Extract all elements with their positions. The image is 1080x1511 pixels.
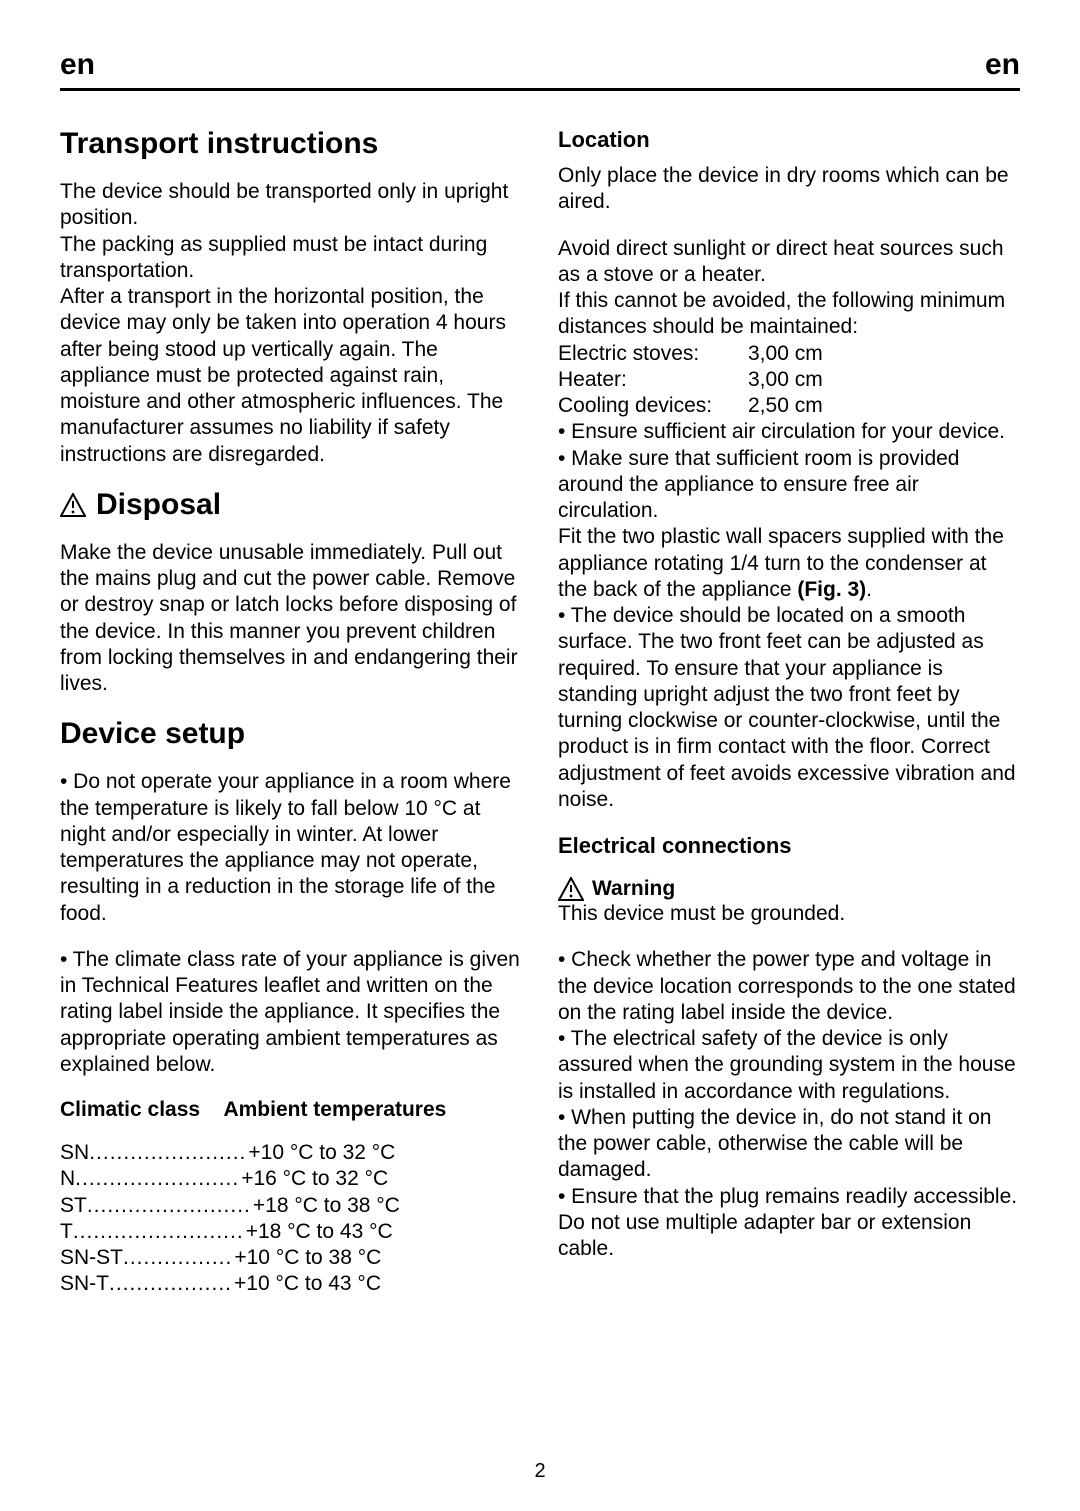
table-row: SN-ST................+10 °C to 38 °C [60, 1245, 420, 1271]
climatic-code: SN [60, 1140, 89, 1166]
distance-table: Electric stoves: 3,00 cm Heater: 3,00 cm… [558, 341, 1020, 420]
table-row: Heater: 3,00 cm [558, 367, 1020, 393]
transport-body: The device should be transported only in… [60, 179, 522, 468]
disposal-title-text: Disposal [96, 488, 221, 522]
climatic-code: T [60, 1219, 73, 1245]
header-bar: en en [60, 48, 1020, 91]
climatic-code: SN-ST [60, 1245, 123, 1271]
climatic-col1: Climatic class [60, 1098, 200, 1121]
climatic-class-header: Climatic class Ambient temperatures [60, 1098, 522, 1122]
climatic-temp: +10 °C to 43 °C [232, 1271, 381, 1297]
warning-heading: Warning [558, 877, 1020, 901]
table-row: SN-T..................+10 °C to 43 °C [60, 1271, 420, 1297]
electrical-title: Electrical connections [558, 833, 1020, 859]
device-setup-p1: • Do not operate your appliance in a roo… [60, 769, 522, 927]
two-column-layout: Transport instructions The device should… [60, 127, 1020, 1298]
table-row: Cooling devices: 2,50 cm [558, 393, 1020, 419]
page-number: 2 [0, 1460, 1080, 1483]
distance-value: 2,50 cm [748, 393, 823, 419]
climatic-temp: +18 °C to 43 °C [244, 1219, 393, 1245]
table-row: Electric stoves: 3,00 cm [558, 341, 1020, 367]
location-b1: • Ensure sufficient air circulation for … [558, 419, 1020, 445]
climatic-temp: +18 °C to 38 °C [251, 1193, 400, 1219]
table-row: T.........................+18 °C to 43 °… [60, 1219, 420, 1245]
device-setup-p2: • The climate class rate of your applian… [60, 947, 522, 1078]
distance-label: Heater: [558, 367, 748, 393]
lang-code-left: en [60, 48, 95, 82]
device-setup-title: Device setup [60, 717, 522, 751]
table-row: SN.......................+10 °C to 32 °C [60, 1140, 420, 1166]
location-b3-pre: Fit the two plastic wall spacers supplie… [558, 525, 1004, 601]
location-b2: • Make sure that sufficient room is prov… [558, 446, 1020, 525]
climatic-code: SN-T [60, 1271, 109, 1297]
climatic-table: SN.......................+10 °C to 32 °C… [60, 1140, 420, 1298]
climatic-col2: Ambient temperatures [223, 1098, 446, 1121]
electrical-b3: • When putting the device in, do not sta… [558, 1105, 1020, 1184]
climatic-code: ST [60, 1193, 87, 1219]
location-b3: Fit the two plastic wall spacers supplie… [558, 524, 1020, 603]
climatic-temp: +16 °C to 32 °C [239, 1166, 388, 1192]
distance-label: Cooling devices: [558, 393, 748, 419]
location-b3-post: . [866, 578, 872, 601]
disposal-body: Make the device unusable immediately. Pu… [60, 540, 522, 698]
electrical-b4: • Ensure that the plug remains readily a… [558, 1184, 1020, 1263]
electrical-b1: • Check whether the power type and volta… [558, 947, 1020, 1026]
dot-leader: ....................... [89, 1140, 246, 1166]
location-p1: Only place the device in dry rooms which… [558, 163, 1020, 216]
fig-ref: (Fig. 3) [797, 578, 866, 601]
electrical-b2: • The electrical safety of the device is… [558, 1026, 1020, 1105]
right-column: Location Only place the device in dry ro… [558, 127, 1020, 1298]
warning-triangle-icon [60, 493, 86, 517]
distance-value: 3,00 cm [748, 341, 823, 367]
transport-title: Transport instructions [60, 127, 522, 161]
table-row: N........................+16 °C to 32 °C [60, 1166, 420, 1192]
location-title: Location [558, 127, 1020, 153]
warning-label: Warning [592, 877, 675, 901]
dot-leader: ........................ [87, 1193, 251, 1219]
climatic-temp: +10 °C to 38 °C [232, 1245, 381, 1271]
lang-code-right: en [985, 48, 1020, 82]
dot-leader: ......................... [73, 1219, 244, 1245]
left-column: Transport instructions The device should… [60, 127, 522, 1298]
dot-leader: .................. [109, 1271, 232, 1297]
climatic-temp: +10 °C to 32 °C [246, 1140, 395, 1166]
distance-value: 3,00 cm [748, 367, 823, 393]
table-row: ST........................+18 °C to 38 °… [60, 1193, 420, 1219]
warning-text: This device must be grounded. [558, 901, 1020, 927]
climatic-code: N [60, 1166, 75, 1192]
disposal-title: Disposal [60, 488, 522, 522]
dot-leader: ................ [123, 1245, 232, 1271]
dot-leader: ........................ [75, 1166, 239, 1192]
location-p2: Avoid direct sunlight or direct heat sou… [558, 236, 1020, 341]
distance-label: Electric stoves: [558, 341, 748, 367]
location-b4: • The device should be located on a smoo… [558, 603, 1020, 813]
warning-triangle-icon [558, 877, 584, 901]
